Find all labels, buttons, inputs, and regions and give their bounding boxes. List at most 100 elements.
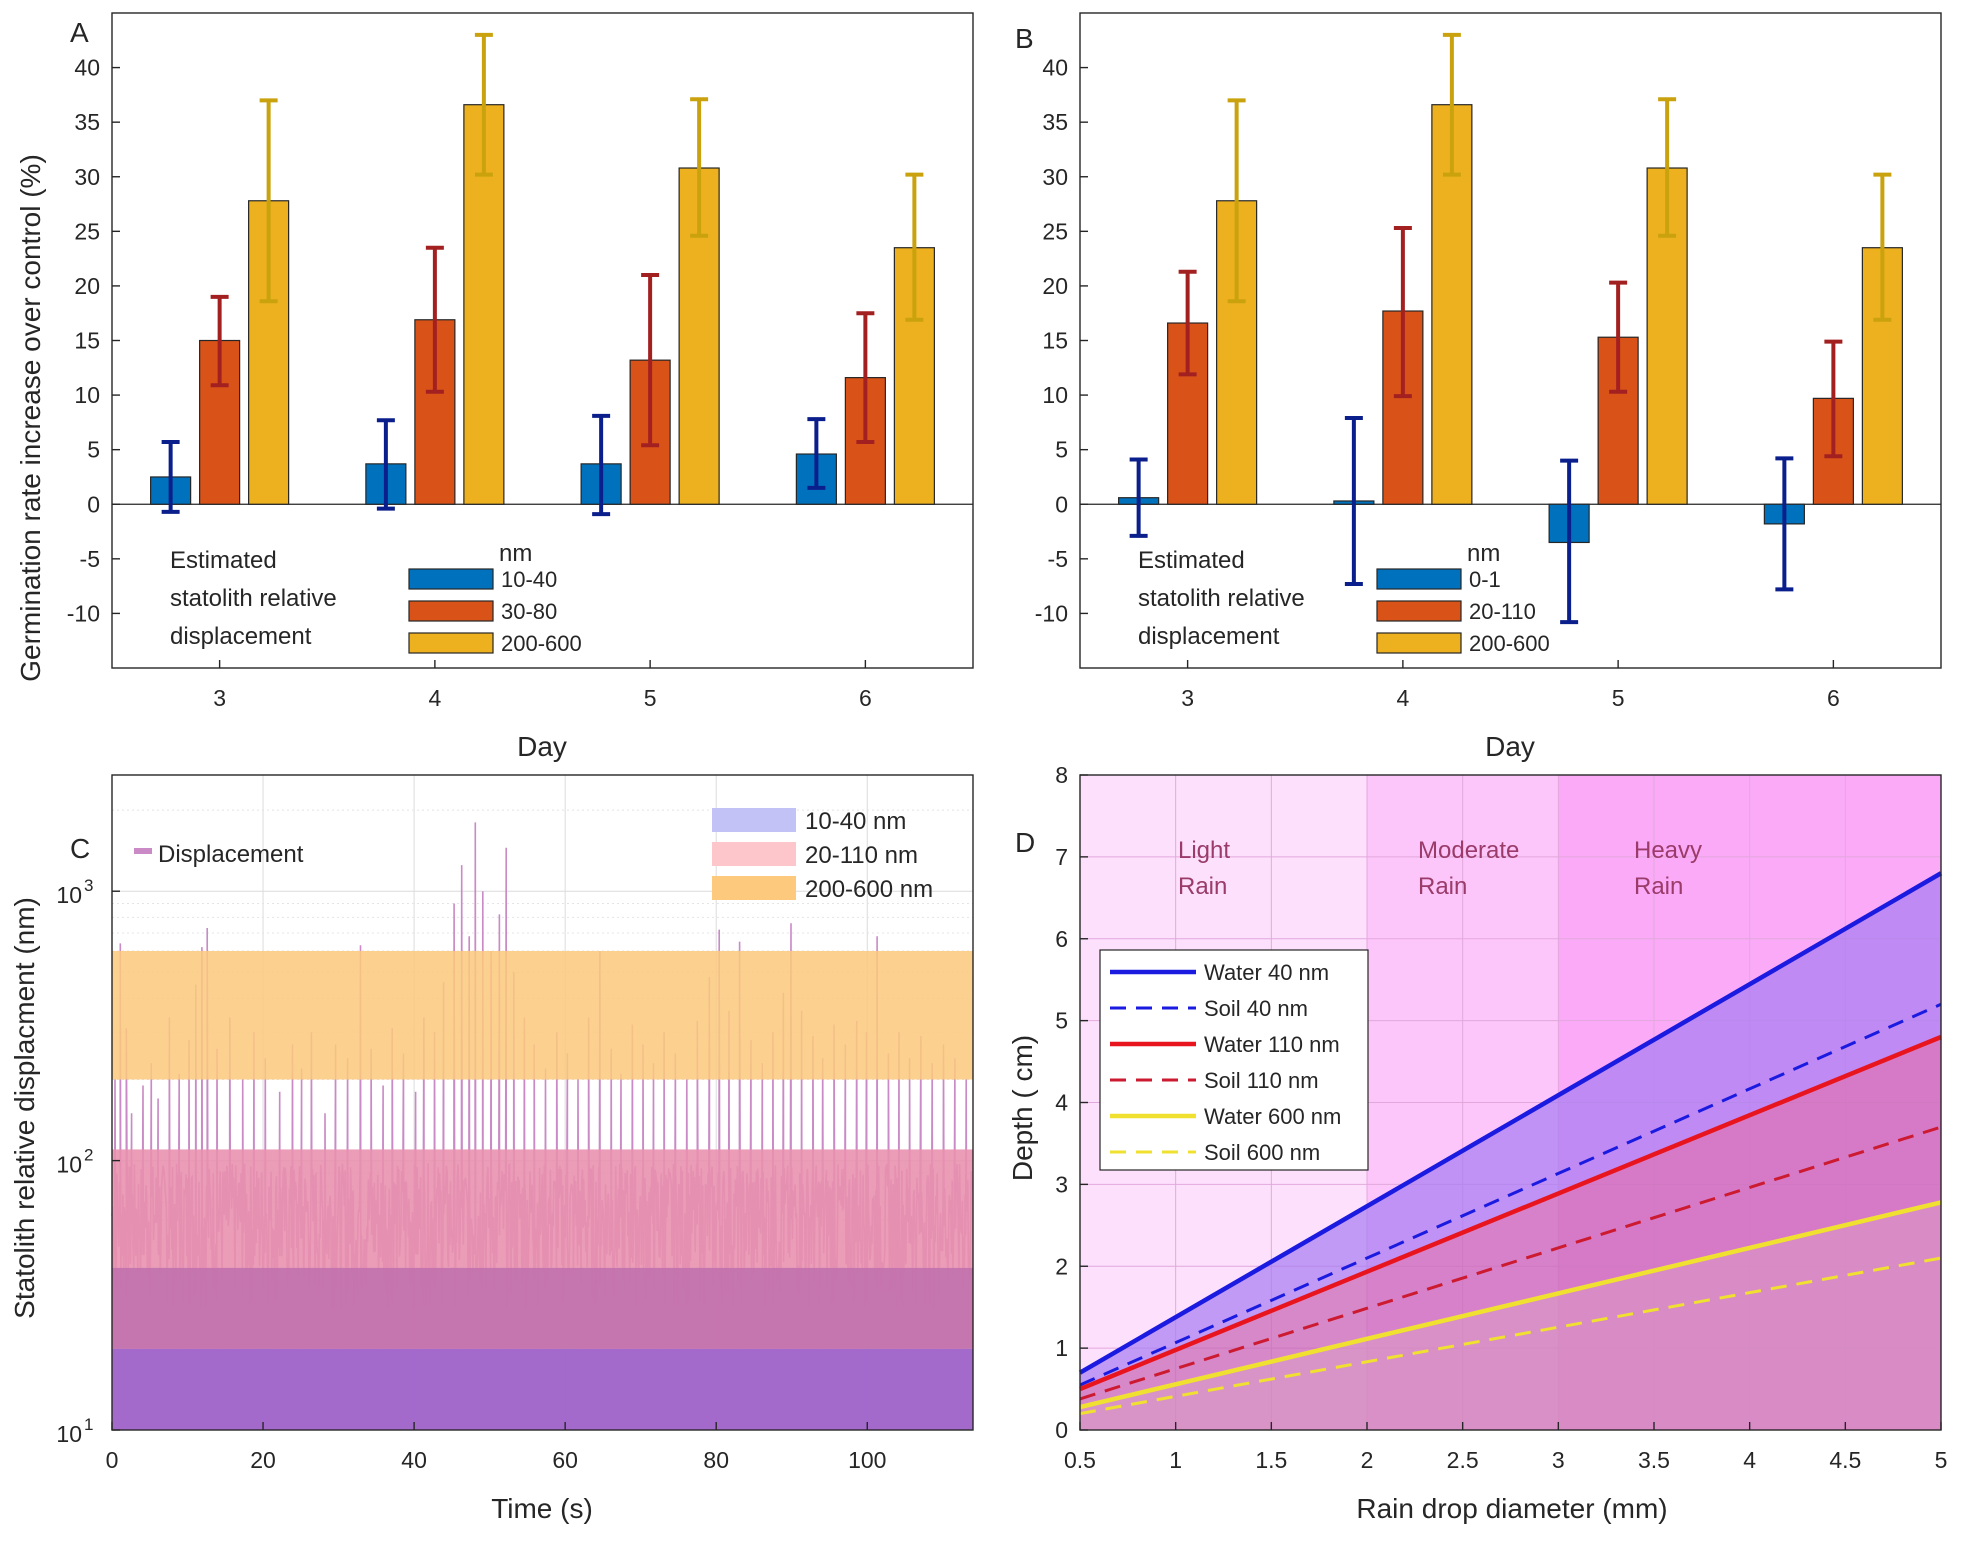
x-tick-label: 20: [250, 1447, 276, 1473]
y-tick-label: 40: [1042, 55, 1068, 81]
fill-40-110: [1080, 873, 1941, 1390]
x-tick-label: 0: [106, 1447, 119, 1473]
panel-c-xlabel: Time (s): [491, 1493, 593, 1524]
legend-label: Water 40 nm: [1204, 960, 1329, 985]
y-tick-exponent: 1: [84, 1415, 93, 1434]
y-tick-label: 7: [1055, 844, 1068, 870]
y-tick-label: 30: [74, 164, 100, 190]
panel-d: Light Rain Moderate Rain Heavy Rain 0.5 1 1.5 2 2.…: [1055, 762, 1947, 1473]
y-tick-label: 20: [1042, 273, 1068, 299]
y-tick-exponent: 3: [84, 876, 93, 895]
x-tick-label: 3: [213, 685, 226, 711]
y-tick-label: -5: [80, 546, 100, 572]
y-tick-label: 5: [1055, 1008, 1068, 1034]
x-tick-label: 80: [703, 1447, 729, 1473]
region-label: Rain: [1634, 873, 1683, 900]
legend-label: Soil 600 nm: [1204, 1140, 1320, 1165]
x-tick-label: 4.5: [1829, 1447, 1861, 1473]
x-tick-label: 2: [1361, 1447, 1374, 1473]
panel-d-xlabel: Rain drop diameter (mm): [1356, 1493, 1667, 1524]
region-label: Moderate: [1418, 837, 1519, 864]
legend-swatch-20-110: [1376, 600, 1462, 622]
legend-label-30-80: 30-80: [501, 599, 557, 624]
y-tick-label: 0: [87, 491, 100, 517]
y-tick-label: 10: [56, 882, 82, 908]
panel-a-xlabel: Day: [517, 731, 567, 762]
legend-label: Water 600 nm: [1204, 1104, 1341, 1129]
band-overlap-low: [112, 1348, 973, 1430]
y-tick-exponent: 2: [84, 1146, 93, 1165]
legend-description: statolith relative: [170, 585, 337, 612]
x-tick-label: 6: [859, 685, 872, 711]
legend-label-band: 20-110 nm: [805, 842, 918, 869]
x-tick-label: 0.5: [1064, 1447, 1096, 1473]
legend-description: statolith relative: [1138, 585, 1305, 612]
x-tick-label: 60: [552, 1447, 578, 1473]
band-overlap: [112, 1267, 973, 1349]
legend-label-band: 10-40 nm: [805, 808, 906, 835]
legend-swatch-10-40: [408, 568, 494, 590]
legend-label-band: 200-600 nm: [805, 876, 933, 903]
y-tick-label: 6: [1055, 926, 1068, 952]
y-tick-label: 15: [1042, 328, 1068, 354]
y-tick-label: 25: [74, 218, 100, 244]
y-tick-label: -10: [67, 600, 100, 626]
y-tick-label: -10: [1035, 600, 1068, 626]
x-tick-label: 4: [428, 685, 441, 711]
series-line-soil-110-nm: [1079, 1125, 1942, 1401]
y-tick-label: 10: [56, 1421, 82, 1447]
series-line-soil-600-nm: [1079, 1256, 1942, 1416]
panel-b-letter: B: [1015, 23, 1034, 54]
region-label: Heavy: [1634, 837, 1702, 864]
legend-label: Soil 110 nm: [1204, 1068, 1319, 1093]
y-tick-label: 0: [1055, 1417, 1068, 1443]
legend-label-200-600: 200-600: [1469, 631, 1550, 656]
series-line-water-110-nm: [1079, 1034, 1942, 1392]
y-tick-label: 15: [74, 328, 100, 354]
y-tick-label: -5: [1048, 546, 1068, 572]
panel-c-letter: C: [70, 833, 90, 864]
legend-swatch-band: [712, 842, 796, 866]
legend-description: Estimated: [1138, 547, 1245, 574]
legend-description: displacement: [170, 623, 312, 650]
x-tick-label: 4: [1743, 1447, 1756, 1473]
legend-label-displacement: Displacement: [158, 841, 304, 868]
panel-a: -10 -5 0 5 10 15 20 25 30 35 40 3 4 5 6 Estimated statol…: [67, 12, 974, 711]
x-tick-label: 1.5: [1255, 1447, 1287, 1473]
panel-b: -10 -5 0 5 10 15 20 25 30 35 40 3 4 5 6 Estimated statol…: [1035, 12, 1942, 711]
x-tick-label: 100: [848, 1447, 886, 1473]
band-overlap-mid: [112, 1149, 973, 1268]
fill-600-base: [1080, 1202, 1941, 1430]
legend-swatch-band: [712, 876, 796, 900]
y-tick-label: 0: [1055, 491, 1068, 517]
x-tick-label: 3: [1552, 1447, 1565, 1473]
legend-label-10-40: 10-40: [501, 567, 557, 592]
y-tick-label: 20: [74, 273, 100, 299]
legend-swatch-band: [712, 808, 796, 832]
legend-label: Water 110 nm: [1204, 1032, 1340, 1057]
bar-20-110: [1597, 336, 1639, 505]
y-tick-label: 3: [1055, 1171, 1068, 1197]
series-line-water-600-nm: [1079, 1200, 1942, 1410]
y-tick-label: 10: [56, 1152, 82, 1178]
x-tick-label: 3: [1181, 685, 1194, 711]
y-tick-label: 10: [1042, 382, 1068, 408]
region-label: Rain: [1418, 873, 1467, 900]
panel-d-letter: D: [1015, 827, 1035, 858]
y-tick-label: 2: [1055, 1253, 1068, 1279]
y-tick-label: 5: [87, 437, 100, 463]
legend-description: Estimated: [170, 547, 277, 574]
x-tick-label: 6: [1827, 685, 1840, 711]
y-tick-label: 10: [74, 382, 100, 408]
panel-c-ylabel: Statolith relative displacment (nm): [9, 897, 40, 1319]
fill-110-600: [1080, 1037, 1941, 1408]
x-tick-label: 2.5: [1447, 1447, 1479, 1473]
legend-label-200-600: 200-600: [501, 631, 582, 656]
x-tick-label: 40: [401, 1447, 427, 1473]
y-tick-label: 35: [74, 109, 100, 135]
legend-swatch-0-1: [1376, 568, 1462, 590]
y-tick-label: 4: [1055, 1090, 1068, 1116]
y-tick-label: 5: [1055, 437, 1068, 463]
